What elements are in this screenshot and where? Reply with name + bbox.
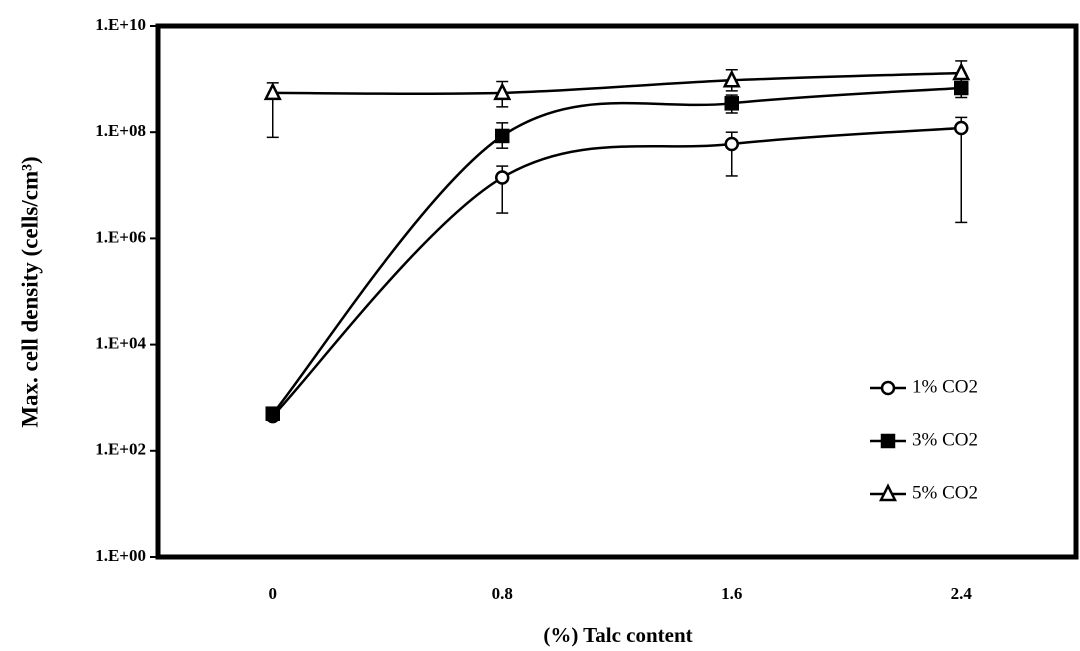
x-tick-label: 2.4 (951, 584, 973, 603)
x-axis-label: (%) Talc content (543, 623, 692, 647)
series-line (273, 73, 962, 94)
data-point (267, 408, 279, 420)
data-point (955, 122, 967, 134)
x-tick-label: 1.6 (721, 584, 742, 603)
data-point (496, 130, 508, 142)
legend-marker (882, 435, 894, 447)
y-tick-label: 1.E+00 (95, 546, 146, 565)
data-point (726, 138, 738, 150)
legend-label: 5% CO2 (912, 482, 978, 503)
y-tick-label: 1.E+08 (95, 121, 146, 140)
plot-frame (158, 26, 1076, 557)
y-tick-label: 1.E+04 (95, 334, 146, 353)
y-axis-label: Max. cell density (cells/cm³) (17, 156, 42, 427)
legend-label: 1% CO2 (912, 376, 978, 397)
y-tick-label: 1.E+06 (95, 227, 146, 246)
x-tick-label: 0 (269, 584, 278, 603)
data-point (726, 97, 738, 109)
chart: (%) Talc content Max. cell density (cell… (0, 0, 1080, 651)
x-tick-label: 0.8 (492, 584, 513, 603)
y-tick-label: 1.E+02 (95, 440, 146, 459)
data-point (496, 172, 508, 184)
series-line (273, 88, 962, 414)
legend-marker (882, 382, 894, 394)
y-tick-label: 1.E+10 (95, 15, 146, 34)
legend-label: 3% CO2 (912, 429, 978, 450)
